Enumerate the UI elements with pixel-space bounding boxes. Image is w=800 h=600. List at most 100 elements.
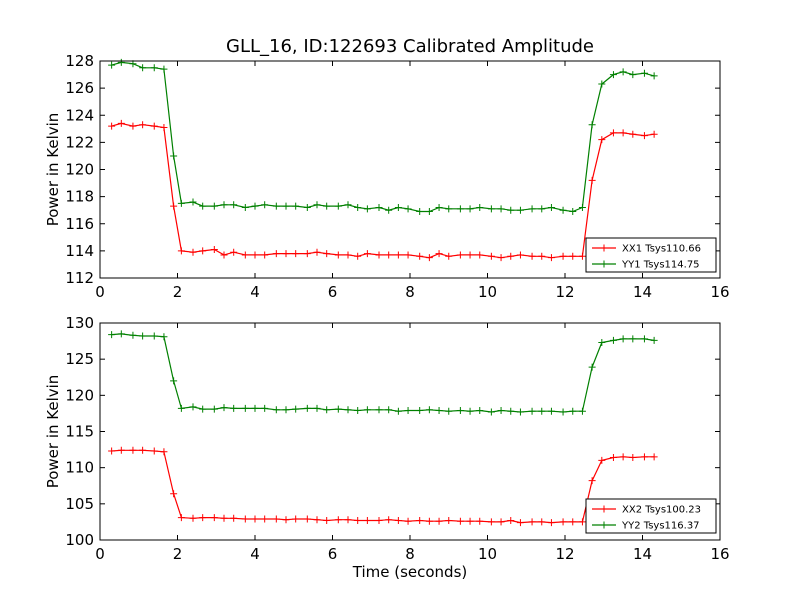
legend: XX2 Tsys100.23 YY2 Tsys116.37 xyxy=(585,498,717,534)
data-point xyxy=(230,514,238,522)
data-point xyxy=(354,252,362,260)
data-point xyxy=(313,201,321,209)
x-tick-label: 12 xyxy=(555,545,574,563)
x-tick-label: 12 xyxy=(555,283,574,301)
data-point xyxy=(507,516,515,524)
data-point xyxy=(177,199,185,207)
legend-label: YY1 Tsys114.75 xyxy=(621,260,700,271)
data-point xyxy=(385,406,393,414)
data-point xyxy=(272,202,280,210)
x-tick-label: 2 xyxy=(173,545,183,563)
data-point xyxy=(230,404,238,412)
y-tick-label: 125 xyxy=(65,350,94,368)
data-point xyxy=(375,406,383,414)
data-point xyxy=(363,406,371,414)
data-point xyxy=(476,517,484,525)
data-point xyxy=(394,251,402,259)
data-point xyxy=(385,516,393,524)
x-tick-label: 6 xyxy=(328,545,338,563)
data-point xyxy=(199,247,207,255)
data-point xyxy=(189,198,197,206)
data-point xyxy=(640,453,648,461)
data-point xyxy=(282,406,290,414)
data-point xyxy=(578,252,586,260)
data-point xyxy=(435,203,443,211)
data-point xyxy=(129,446,137,454)
data-point xyxy=(139,332,147,340)
data-point xyxy=(272,515,280,523)
data-point xyxy=(598,136,606,144)
data-point xyxy=(303,203,311,211)
x-tick-label: 10 xyxy=(478,545,497,563)
data-point xyxy=(139,64,147,72)
data-point xyxy=(261,201,269,209)
data-point xyxy=(210,202,218,210)
data-point xyxy=(150,447,158,455)
x-tick-label: 14 xyxy=(633,545,652,563)
data-point xyxy=(497,254,505,262)
data-point xyxy=(547,203,555,211)
data-point xyxy=(435,407,443,415)
data-point xyxy=(650,72,658,80)
data-point xyxy=(261,404,269,412)
data-point xyxy=(108,122,116,130)
data-point xyxy=(404,517,412,525)
data-point xyxy=(139,446,147,454)
data-point xyxy=(559,408,567,416)
data-point xyxy=(650,336,658,344)
top-plot: 0 2 4 6 8 10 12 14 16 112 114 116 118 120 122 124 126 128… xyxy=(44,52,730,301)
data-point xyxy=(629,454,637,462)
data-point xyxy=(210,246,218,254)
data-point xyxy=(487,408,495,416)
data-point xyxy=(199,514,207,522)
data-point xyxy=(303,404,311,412)
data-point xyxy=(497,407,505,415)
data-point xyxy=(129,331,137,339)
data-point xyxy=(456,251,464,259)
data-point xyxy=(272,250,280,258)
data-point xyxy=(466,251,474,259)
data-point xyxy=(528,407,536,415)
data-point xyxy=(261,515,269,523)
x-tick-label: 16 xyxy=(710,283,729,301)
x-tick-label: 4 xyxy=(250,283,260,301)
legend: XX1 Tsys110.66 YY1 Tsys114.75 xyxy=(585,237,717,273)
data-point xyxy=(394,516,402,524)
data-point xyxy=(466,517,474,525)
data-point xyxy=(609,71,617,79)
data-point xyxy=(199,202,207,210)
x-tick-label: 14 xyxy=(633,283,652,301)
data-point xyxy=(487,518,495,526)
data-point xyxy=(108,331,116,339)
data-point xyxy=(619,335,627,343)
data-point xyxy=(303,250,311,258)
data-point xyxy=(282,202,290,210)
data-point xyxy=(160,123,168,131)
data-point xyxy=(559,252,567,260)
data-point xyxy=(559,518,567,526)
x-tick-label: 6 xyxy=(328,283,338,301)
data-point xyxy=(598,80,606,88)
x-tick-label: 8 xyxy=(405,283,415,301)
data-point xyxy=(516,408,524,416)
data-point xyxy=(334,516,342,524)
data-point xyxy=(170,490,178,498)
data-point xyxy=(629,335,637,343)
data-point xyxy=(150,122,158,130)
y-axis-label: Power in Kelvin xyxy=(44,375,62,489)
data-point xyxy=(640,132,648,140)
data-point xyxy=(210,514,218,522)
data-point xyxy=(334,405,342,413)
data-point xyxy=(220,201,228,209)
legend-marker xyxy=(600,244,608,252)
data-point xyxy=(538,205,546,213)
legend-label: XX1 Tsys110.66 xyxy=(622,244,701,255)
data-point xyxy=(404,205,412,213)
data-point xyxy=(344,201,352,209)
y-tick-label: 126 xyxy=(65,79,94,97)
data-point xyxy=(629,130,637,138)
x-tick-label: 16 xyxy=(710,545,729,563)
data-point xyxy=(619,129,627,137)
data-point xyxy=(177,514,185,522)
